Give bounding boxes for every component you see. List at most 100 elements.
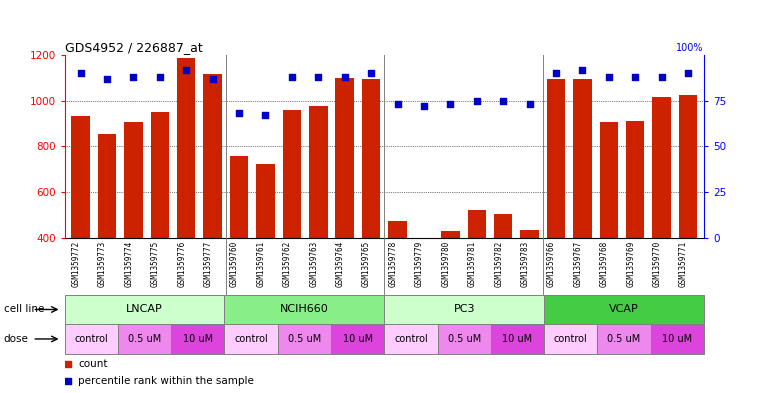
Point <box>418 103 430 109</box>
Bar <box>384 324 438 354</box>
Point <box>101 75 113 82</box>
Text: GSM1359776: GSM1359776 <box>177 241 186 287</box>
Text: PC3: PC3 <box>454 305 475 314</box>
Text: 0.5 uM: 0.5 uM <box>288 334 321 344</box>
Point <box>524 101 536 108</box>
Point <box>339 74 351 80</box>
Point <box>312 74 324 80</box>
Bar <box>546 79 565 238</box>
Bar <box>230 156 248 238</box>
Bar <box>544 295 704 324</box>
Bar <box>203 74 222 238</box>
Point <box>365 70 377 76</box>
Bar <box>491 324 544 354</box>
Text: GSM1359767: GSM1359767 <box>574 241 582 287</box>
Text: count: count <box>78 359 108 369</box>
Bar <box>679 95 697 238</box>
Bar <box>600 122 618 238</box>
Bar <box>651 324 704 354</box>
Bar <box>384 295 544 324</box>
Point <box>260 112 272 118</box>
Bar <box>124 122 142 238</box>
Point <box>154 74 166 80</box>
Bar <box>573 79 591 238</box>
Bar <box>331 324 384 354</box>
Bar <box>282 110 301 238</box>
Text: GSM1359765: GSM1359765 <box>362 241 371 287</box>
Point <box>444 101 457 108</box>
Point <box>238 141 250 148</box>
Bar <box>652 97 671 238</box>
Bar <box>494 214 512 238</box>
Bar <box>278 324 331 354</box>
Point <box>206 75 218 82</box>
Bar <box>361 79 380 238</box>
Text: 0.5 uM: 0.5 uM <box>607 334 641 344</box>
Text: dose: dose <box>4 334 29 344</box>
Text: control: control <box>75 334 108 344</box>
Text: GSM1359760: GSM1359760 <box>230 241 239 287</box>
Text: 0.5 uM: 0.5 uM <box>447 334 481 344</box>
Bar <box>65 324 118 354</box>
Text: GSM1359764: GSM1359764 <box>336 241 345 287</box>
Text: percentile rank within the sample: percentile rank within the sample <box>78 376 254 386</box>
Point <box>576 66 588 73</box>
Bar <box>521 230 539 238</box>
Text: NCIH660: NCIH660 <box>280 305 329 314</box>
Point <box>180 66 193 73</box>
Bar <box>177 59 196 238</box>
Text: GSM1359761: GSM1359761 <box>256 241 266 287</box>
Bar <box>544 324 597 354</box>
Text: GSM1359769: GSM1359769 <box>626 241 635 287</box>
Text: GSM1359783: GSM1359783 <box>521 241 530 287</box>
Text: 10 uM: 10 uM <box>662 334 693 344</box>
Point <box>286 74 298 80</box>
Text: 100%: 100% <box>677 43 704 53</box>
Point <box>238 293 250 299</box>
Text: GSM1359775: GSM1359775 <box>151 241 160 287</box>
Text: GSM1359779: GSM1359779 <box>415 241 424 287</box>
Bar <box>256 163 275 238</box>
Text: GSM1359763: GSM1359763 <box>309 241 318 287</box>
Point <box>682 70 694 76</box>
Point <box>629 74 642 80</box>
Bar <box>336 78 354 238</box>
Text: GSM1359780: GSM1359780 <box>441 241 451 287</box>
Bar <box>72 116 90 238</box>
Bar <box>309 107 327 238</box>
Text: GSM1359777: GSM1359777 <box>204 241 212 287</box>
Bar <box>151 112 169 238</box>
Point <box>127 74 139 80</box>
Point <box>655 74 667 80</box>
Text: GSM1359773: GSM1359773 <box>98 241 107 287</box>
Bar <box>224 324 278 354</box>
Text: LNCAP: LNCAP <box>126 305 163 314</box>
Bar <box>441 231 460 238</box>
Bar <box>97 134 116 238</box>
Text: GSM1359781: GSM1359781 <box>468 241 476 287</box>
Bar <box>467 210 486 238</box>
Text: 10 uM: 10 uM <box>183 334 213 344</box>
Point <box>550 70 562 76</box>
Point <box>497 97 509 104</box>
Bar <box>224 295 384 324</box>
Text: GSM1359774: GSM1359774 <box>124 241 133 287</box>
Text: 0.5 uM: 0.5 uM <box>128 334 161 344</box>
Text: 10 uM: 10 uM <box>502 334 533 344</box>
Text: cell line: cell line <box>4 305 44 314</box>
Text: GDS4952 / 226887_at: GDS4952 / 226887_at <box>65 41 202 54</box>
Text: GSM1359768: GSM1359768 <box>600 241 609 287</box>
Text: GSM1359778: GSM1359778 <box>389 241 397 287</box>
Text: GSM1359771: GSM1359771 <box>679 241 688 287</box>
Text: GSM1359762: GSM1359762 <box>283 241 292 287</box>
Text: control: control <box>394 334 428 344</box>
Text: VCAP: VCAP <box>609 305 639 314</box>
Point <box>603 74 615 80</box>
Text: control: control <box>234 334 268 344</box>
Bar <box>626 121 645 238</box>
Text: control: control <box>554 334 587 344</box>
Bar <box>118 324 171 354</box>
Text: GSM1359772: GSM1359772 <box>72 241 81 287</box>
Bar <box>171 324 224 354</box>
Point <box>391 101 403 108</box>
